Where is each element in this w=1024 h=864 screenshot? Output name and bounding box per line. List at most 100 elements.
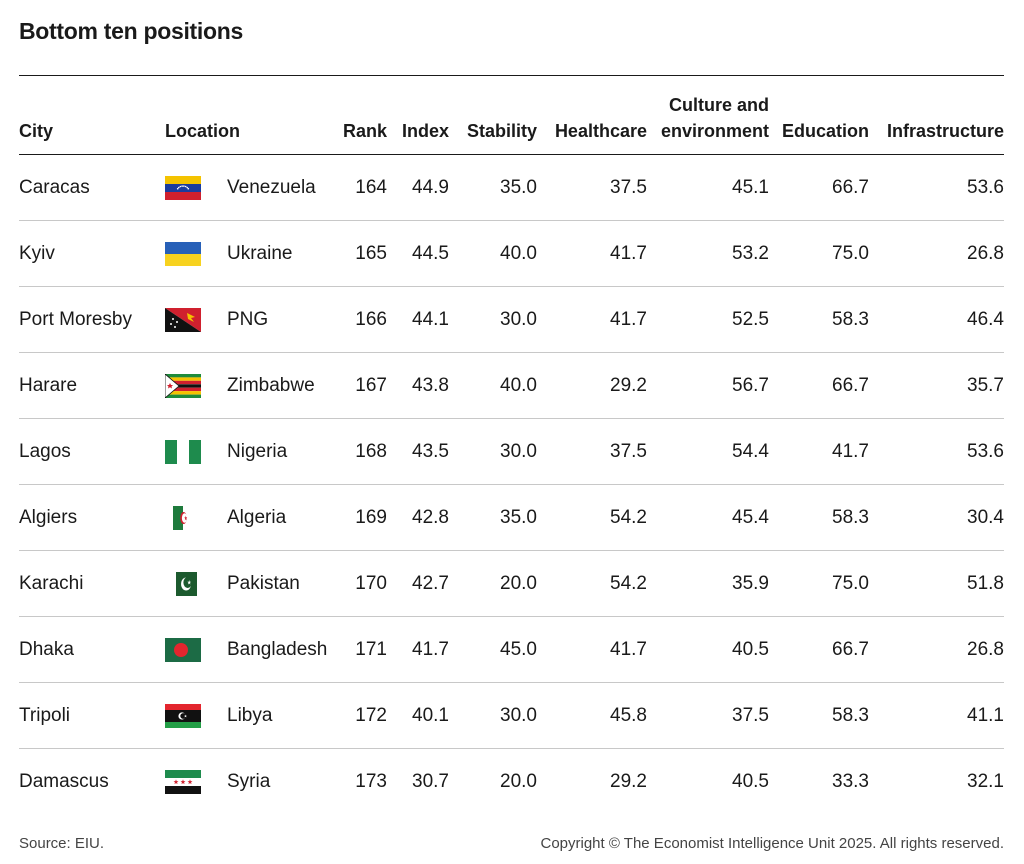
location-name: Venezuela bbox=[227, 176, 316, 198]
rank-cell: 164 bbox=[337, 154, 387, 221]
location-name: Zimbabwe bbox=[227, 374, 315, 396]
location-wrapper: Libya bbox=[165, 703, 337, 728]
table-row: Tripoli Libya 172 40.1 30.0 45.8 37.5 58.3 41.1 bbox=[19, 682, 1004, 749]
location-cell: Ukraine bbox=[165, 220, 337, 287]
location-cell: Pakistan bbox=[165, 550, 337, 617]
rank-cell: 171 bbox=[337, 616, 387, 683]
index-cell: 41.7 bbox=[387, 616, 449, 683]
table-row: Algiers Algeria 169 42.8 35.0 54.2 45.4 58.3 30.… bbox=[19, 484, 1004, 551]
infrastructure-cell: 26.8 bbox=[869, 616, 1004, 683]
col-header-education: Education bbox=[769, 92, 869, 155]
nigeria-flag bbox=[165, 439, 201, 464]
education-cell: 33.3 bbox=[832, 770, 869, 792]
stability-cell: 30.0 bbox=[449, 286, 537, 353]
city-cell: Karachi bbox=[19, 550, 165, 617]
location-cell: Algeria bbox=[165, 484, 337, 551]
algeria-flag bbox=[173, 505, 193, 530]
culture-cell: 56.7 bbox=[647, 352, 769, 419]
flag-container bbox=[165, 439, 227, 464]
healthcare-cell: 54.2 bbox=[537, 550, 647, 617]
location-cell: Venezuela bbox=[165, 154, 337, 221]
location-name: Libya bbox=[227, 704, 273, 726]
ukraine-flag bbox=[165, 241, 201, 266]
location-wrapper: Syria bbox=[165, 769, 337, 794]
table-row: Port Moresby PNG 166 44.1 30.0 41.7 52.5 58.3 46… bbox=[19, 286, 1004, 353]
location-cell: Syria bbox=[165, 749, 337, 815]
rank-cell: 173 bbox=[355, 770, 387, 792]
location-wrapper: Zimbabwe bbox=[165, 373, 337, 398]
location-wrapper: Nigeria bbox=[165, 439, 337, 464]
location-wrapper: PNG bbox=[165, 307, 337, 332]
index-cell: 44.5 bbox=[387, 220, 449, 287]
location-cell: Nigeria bbox=[165, 418, 337, 485]
healthcare-cell: 37.5 bbox=[537, 418, 647, 485]
flag-container bbox=[165, 307, 227, 332]
city-cell: Harare bbox=[19, 352, 165, 419]
education-cell: 66.7 bbox=[769, 154, 869, 221]
infrastructure-cell: 41.1 bbox=[869, 682, 1004, 749]
table-row: Harare Zimbabwe 167 43.8 40.0 29.2 56.7 66.7 35.… bbox=[19, 352, 1004, 419]
index-cell: 40.1 bbox=[387, 682, 449, 749]
location-name: Bangladesh bbox=[227, 638, 328, 660]
table-row: Caracas Venezuela 164 44.9 35.0 37.5 45.1 66.7 5… bbox=[19, 154, 1004, 221]
col-header-city: City bbox=[19, 92, 165, 155]
healthcare-cell: 29.2 bbox=[610, 770, 647, 792]
location-name: Nigeria bbox=[227, 440, 288, 462]
stability-cell: 30.0 bbox=[449, 418, 537, 485]
infrastructure-cell: 53.6 bbox=[869, 154, 1004, 221]
flag-container bbox=[165, 571, 227, 596]
location-name: Syria bbox=[227, 770, 271, 792]
table-body: Caracas Venezuela 164 44.9 35.0 37.5 45.1 66.7 5… bbox=[19, 154, 1004, 815]
zimbabwe-flag bbox=[165, 373, 201, 398]
education-cell: 58.3 bbox=[769, 484, 869, 551]
location-wrapper: Pakistan bbox=[165, 571, 337, 596]
stability-cell: 20.0 bbox=[449, 550, 537, 617]
culture-cell: 40.5 bbox=[732, 770, 769, 792]
header-row: City Location Rank Index Stability Healt… bbox=[19, 92, 1004, 155]
venezuela-flag bbox=[165, 175, 201, 200]
flag-container bbox=[165, 505, 227, 530]
stability-cell: 20.0 bbox=[500, 770, 537, 792]
healthcare-cell: 54.2 bbox=[537, 484, 647, 551]
syria-flag bbox=[165, 769, 201, 794]
rank-cell: 169 bbox=[337, 484, 387, 551]
education-cell: 41.7 bbox=[769, 418, 869, 485]
infrastructure-cell: 35.7 bbox=[869, 352, 1004, 419]
flag-container bbox=[165, 703, 227, 728]
flag-container bbox=[165, 373, 227, 398]
stability-cell: 35.0 bbox=[449, 154, 537, 221]
index-cell: 42.7 bbox=[387, 550, 449, 617]
healthcare-cell: 45.8 bbox=[537, 682, 647, 749]
rank-cell: 167 bbox=[337, 352, 387, 419]
location-cell: PNG bbox=[165, 286, 337, 353]
location-wrapper: Bangladesh bbox=[165, 637, 337, 662]
copyright-note: Copyright © The Economist Intelligence U… bbox=[540, 835, 1004, 852]
infrastructure-cell: 32.1 bbox=[967, 770, 1004, 792]
healthcare-cell: 41.7 bbox=[537, 220, 647, 287]
location-name: PNG bbox=[227, 308, 269, 330]
healthcare-cell: 29.2 bbox=[537, 352, 647, 419]
table-row: Karachi Pakistan 170 42.7 20.0 54.2 35.9 75.0 51… bbox=[19, 550, 1004, 617]
stability-cell: 45.0 bbox=[449, 616, 537, 683]
city-cell: Port Moresby bbox=[19, 286, 165, 353]
education-cell: 66.7 bbox=[769, 616, 869, 683]
city-cell: Kyiv bbox=[19, 220, 165, 287]
col-header-index: Index bbox=[387, 92, 449, 155]
col-header-healthcare: Healthcare bbox=[537, 92, 647, 155]
stability-cell: 30.0 bbox=[449, 682, 537, 749]
rankings-table: City Location Rank Index Stability Healt… bbox=[19, 92, 1004, 814]
table-row: Kyiv Ukraine 165 44.5 40.0 41.7 53.2 75.0 26.8 bbox=[19, 220, 1004, 287]
flag-container bbox=[165, 637, 227, 662]
location-name: Pakistan bbox=[227, 572, 300, 594]
location-cell: Bangladesh bbox=[165, 616, 337, 683]
city-cell: Dhaka bbox=[19, 616, 165, 683]
healthcare-cell: 37.5 bbox=[537, 154, 647, 221]
index-cell: 43.8 bbox=[387, 352, 449, 419]
rank-cell: 165 bbox=[337, 220, 387, 287]
education-cell: 58.3 bbox=[769, 286, 869, 353]
rank-cell: 168 bbox=[337, 418, 387, 485]
location-name: Algeria bbox=[227, 506, 287, 528]
flag-container bbox=[165, 241, 227, 266]
location-wrapper: Venezuela bbox=[165, 175, 337, 200]
table-row: Damascus Syria 173 30.7 20.0 29.2 40.5 33.3 32.1 bbox=[19, 749, 1004, 815]
